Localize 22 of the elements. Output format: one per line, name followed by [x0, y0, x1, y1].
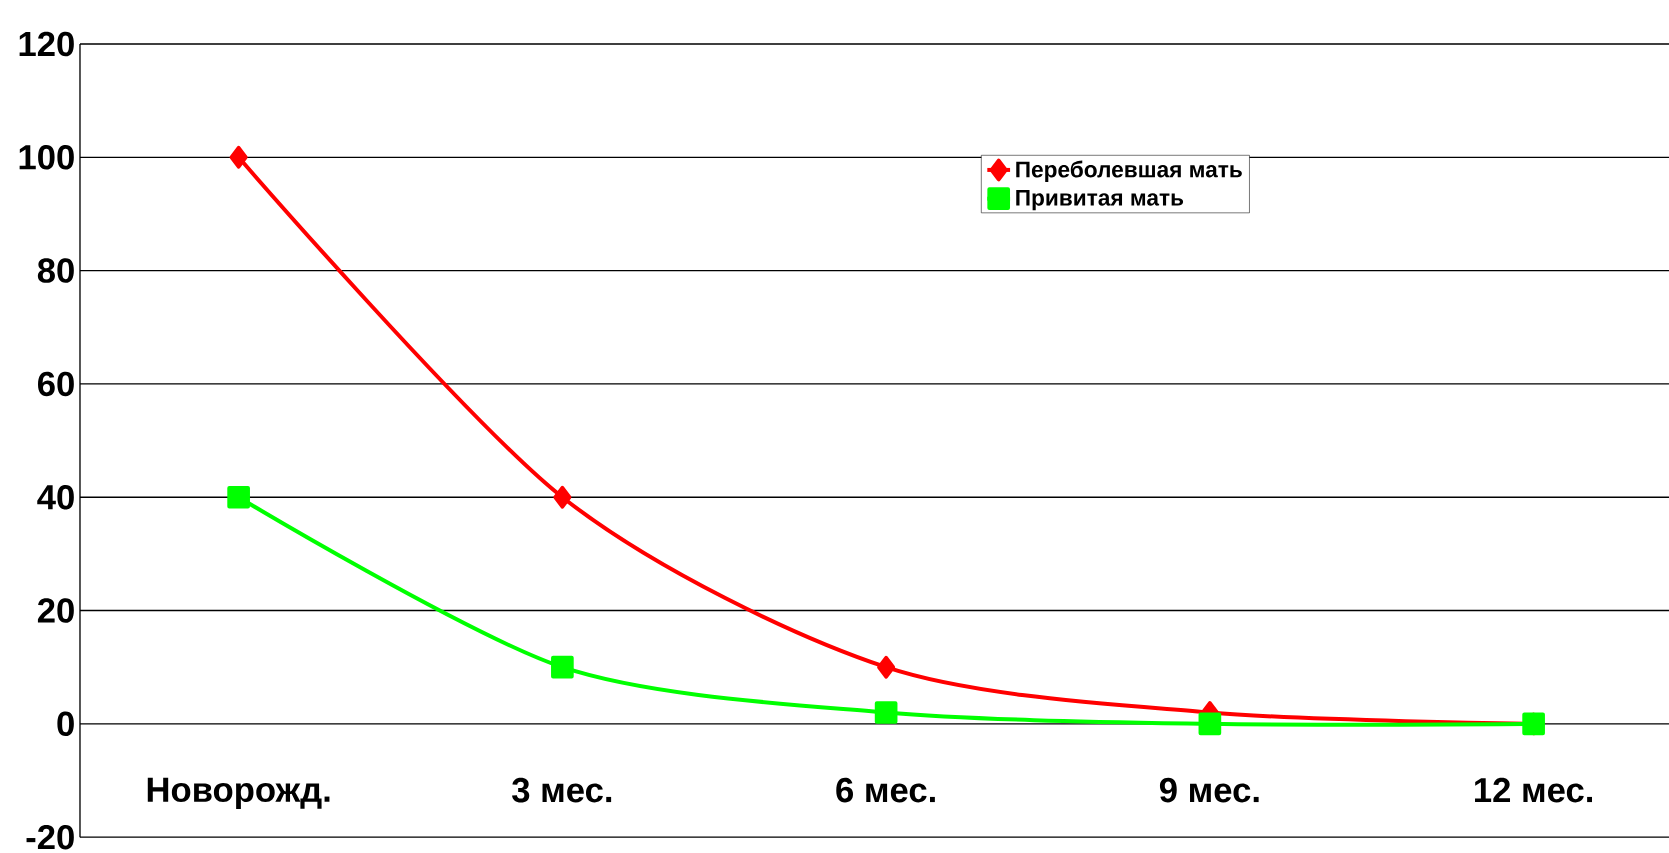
- point: [874, 701, 898, 724]
- point: [1198, 712, 1222, 736]
- point: [553, 485, 572, 509]
- y-tick-label: 20: [37, 598, 74, 623]
- y-tick-label: 60: [38, 371, 74, 397]
- y-tick-label: 40: [37, 484, 74, 510]
- point: [229, 145, 248, 169]
- legend-label: Привитая мать: [1016, 189, 1184, 211]
- y-tick-label: 100: [19, 144, 74, 170]
- point: [227, 485, 250, 509]
- point: [551, 655, 574, 679]
- y-tick-label: -20: [26, 824, 74, 850]
- x-tick-label: Новорожд.: [147, 777, 330, 809]
- x-tick-label: 9 мес.: [1159, 777, 1259, 803]
- point: [877, 655, 896, 679]
- legend-label: Переболевшая мать: [1016, 160, 1242, 182]
- x-tick-label: 6 мес.: [836, 777, 935, 803]
- x-tick-label: 3 мес.: [512, 777, 612, 803]
- y-tick-label: 0: [57, 711, 74, 737]
- x-tick-label: 12 мес.: [1475, 777, 1592, 803]
- y-tick-label: 80: [37, 258, 74, 283]
- y-tick-label: 120: [19, 31, 74, 57]
